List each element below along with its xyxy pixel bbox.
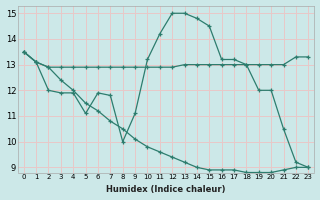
X-axis label: Humidex (Indice chaleur): Humidex (Indice chaleur) (106, 185, 226, 194)
